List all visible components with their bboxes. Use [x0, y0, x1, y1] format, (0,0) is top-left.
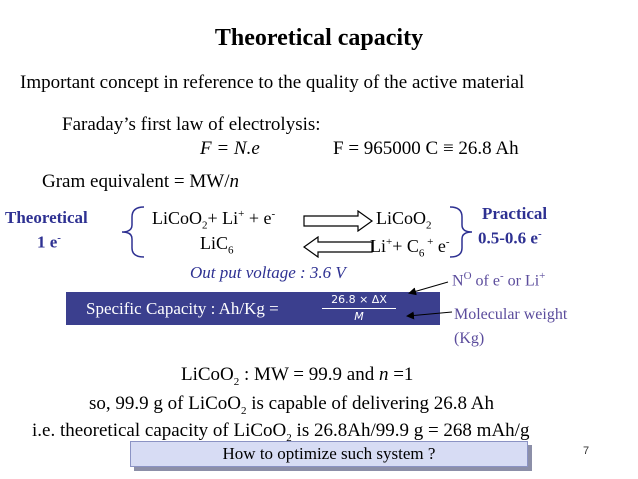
fraction-numerator: 26.8 × ΔX [322, 293, 396, 309]
arrow-to-m [406, 311, 453, 320]
specific-capacity-box: Specific Capacity : Ah/Kg = 26.8 × ΔX M [66, 292, 440, 325]
reaction1-rhs: LiCoO2 [376, 208, 432, 232]
faraday-label: Faraday’s first law of electrolysis: [62, 114, 321, 135]
page-number: 7 [583, 445, 590, 457]
annotation-electrons: NO of e- or Li+ [452, 270, 546, 290]
reaction1-arrow [303, 210, 374, 232]
optimize-button[interactable]: How to optimize such system ? [130, 441, 528, 467]
reaction2-lhs: LiC6 [200, 233, 234, 257]
licoo2-mw: LiCoO2 : MW = 99.9 and n =1 [181, 364, 414, 388]
reaction1-lhs: LiCoO2+ Li+ + e- [152, 208, 276, 232]
reaction2-rhs: Li++ C6 + e- [370, 236, 450, 260]
theoretical-label: Theoretical [5, 208, 88, 227]
fraction-denominator: M [354, 310, 364, 323]
left-brace [121, 206, 145, 258]
practical-label: Practical [482, 204, 548, 223]
conclusion-line: i.e. theoretical capacity of LiCoO2 is 2… [32, 420, 530, 444]
faraday-value: F = 965000 C ≡ 26.8 Ah [333, 138, 519, 159]
gram-equivalent: Gram equivalent = MW/n [42, 171, 239, 192]
output-voltage: Out put voltage : 3.6 V [190, 263, 346, 282]
practical-value: 0.5-0.6 e- [478, 228, 542, 248]
annotation-molecular-weight: Molecular weight [454, 306, 568, 323]
intro-text: Important concept in reference to the qu… [20, 72, 525, 93]
reaction2-arrow [302, 236, 373, 258]
specific-capacity-fraction: 26.8 × ΔX M [322, 293, 396, 323]
delivery-line: so, 99.9 g of LiCoO2 is capable of deliv… [89, 393, 494, 417]
faraday-formula: F = N.e [200, 138, 260, 159]
annotation-kg: (Kg) [454, 330, 485, 347]
arrow-to-delta-x [408, 281, 449, 296]
right-brace [449, 206, 473, 258]
theoretical-value: 1 e- [37, 232, 61, 252]
specific-capacity-label: Specific Capacity : Ah/Kg = [86, 298, 279, 318]
slide-title: Theoretical capacity [214, 25, 424, 51]
